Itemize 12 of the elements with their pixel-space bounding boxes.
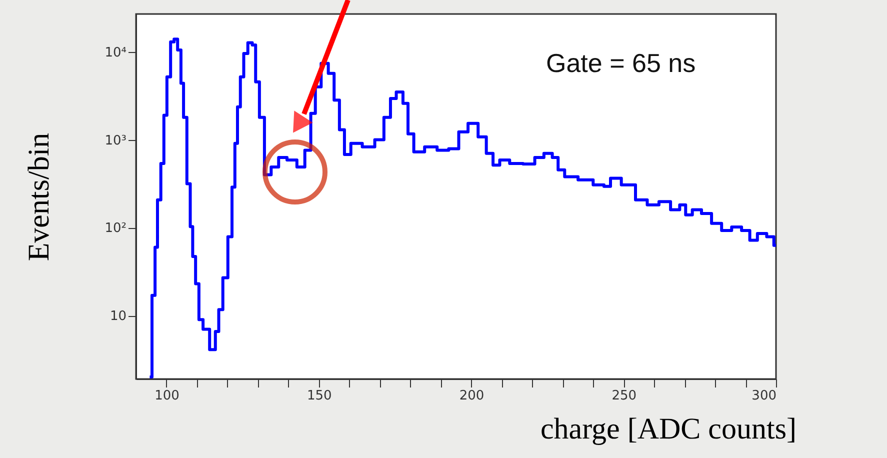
y-axis-title: Events/bin [22,132,56,262]
annotation: Gate = 65 ns [546,48,696,78]
x-tick-label: 150 [306,388,332,404]
x-tick-label: 300 [752,388,776,404]
y-tick-label: 10³ [104,133,126,148]
y-tick-label: 10⁴ [104,45,126,60]
x-axis-title: charge [ADC counts] [540,412,796,446]
x-tick-label: 200 [459,388,484,404]
y-tick-label: 10² [104,221,126,236]
x-tick-label: 250 [612,388,637,404]
y-tick-label: 10 [110,309,126,324]
x-tick-label: 100 [154,388,180,404]
